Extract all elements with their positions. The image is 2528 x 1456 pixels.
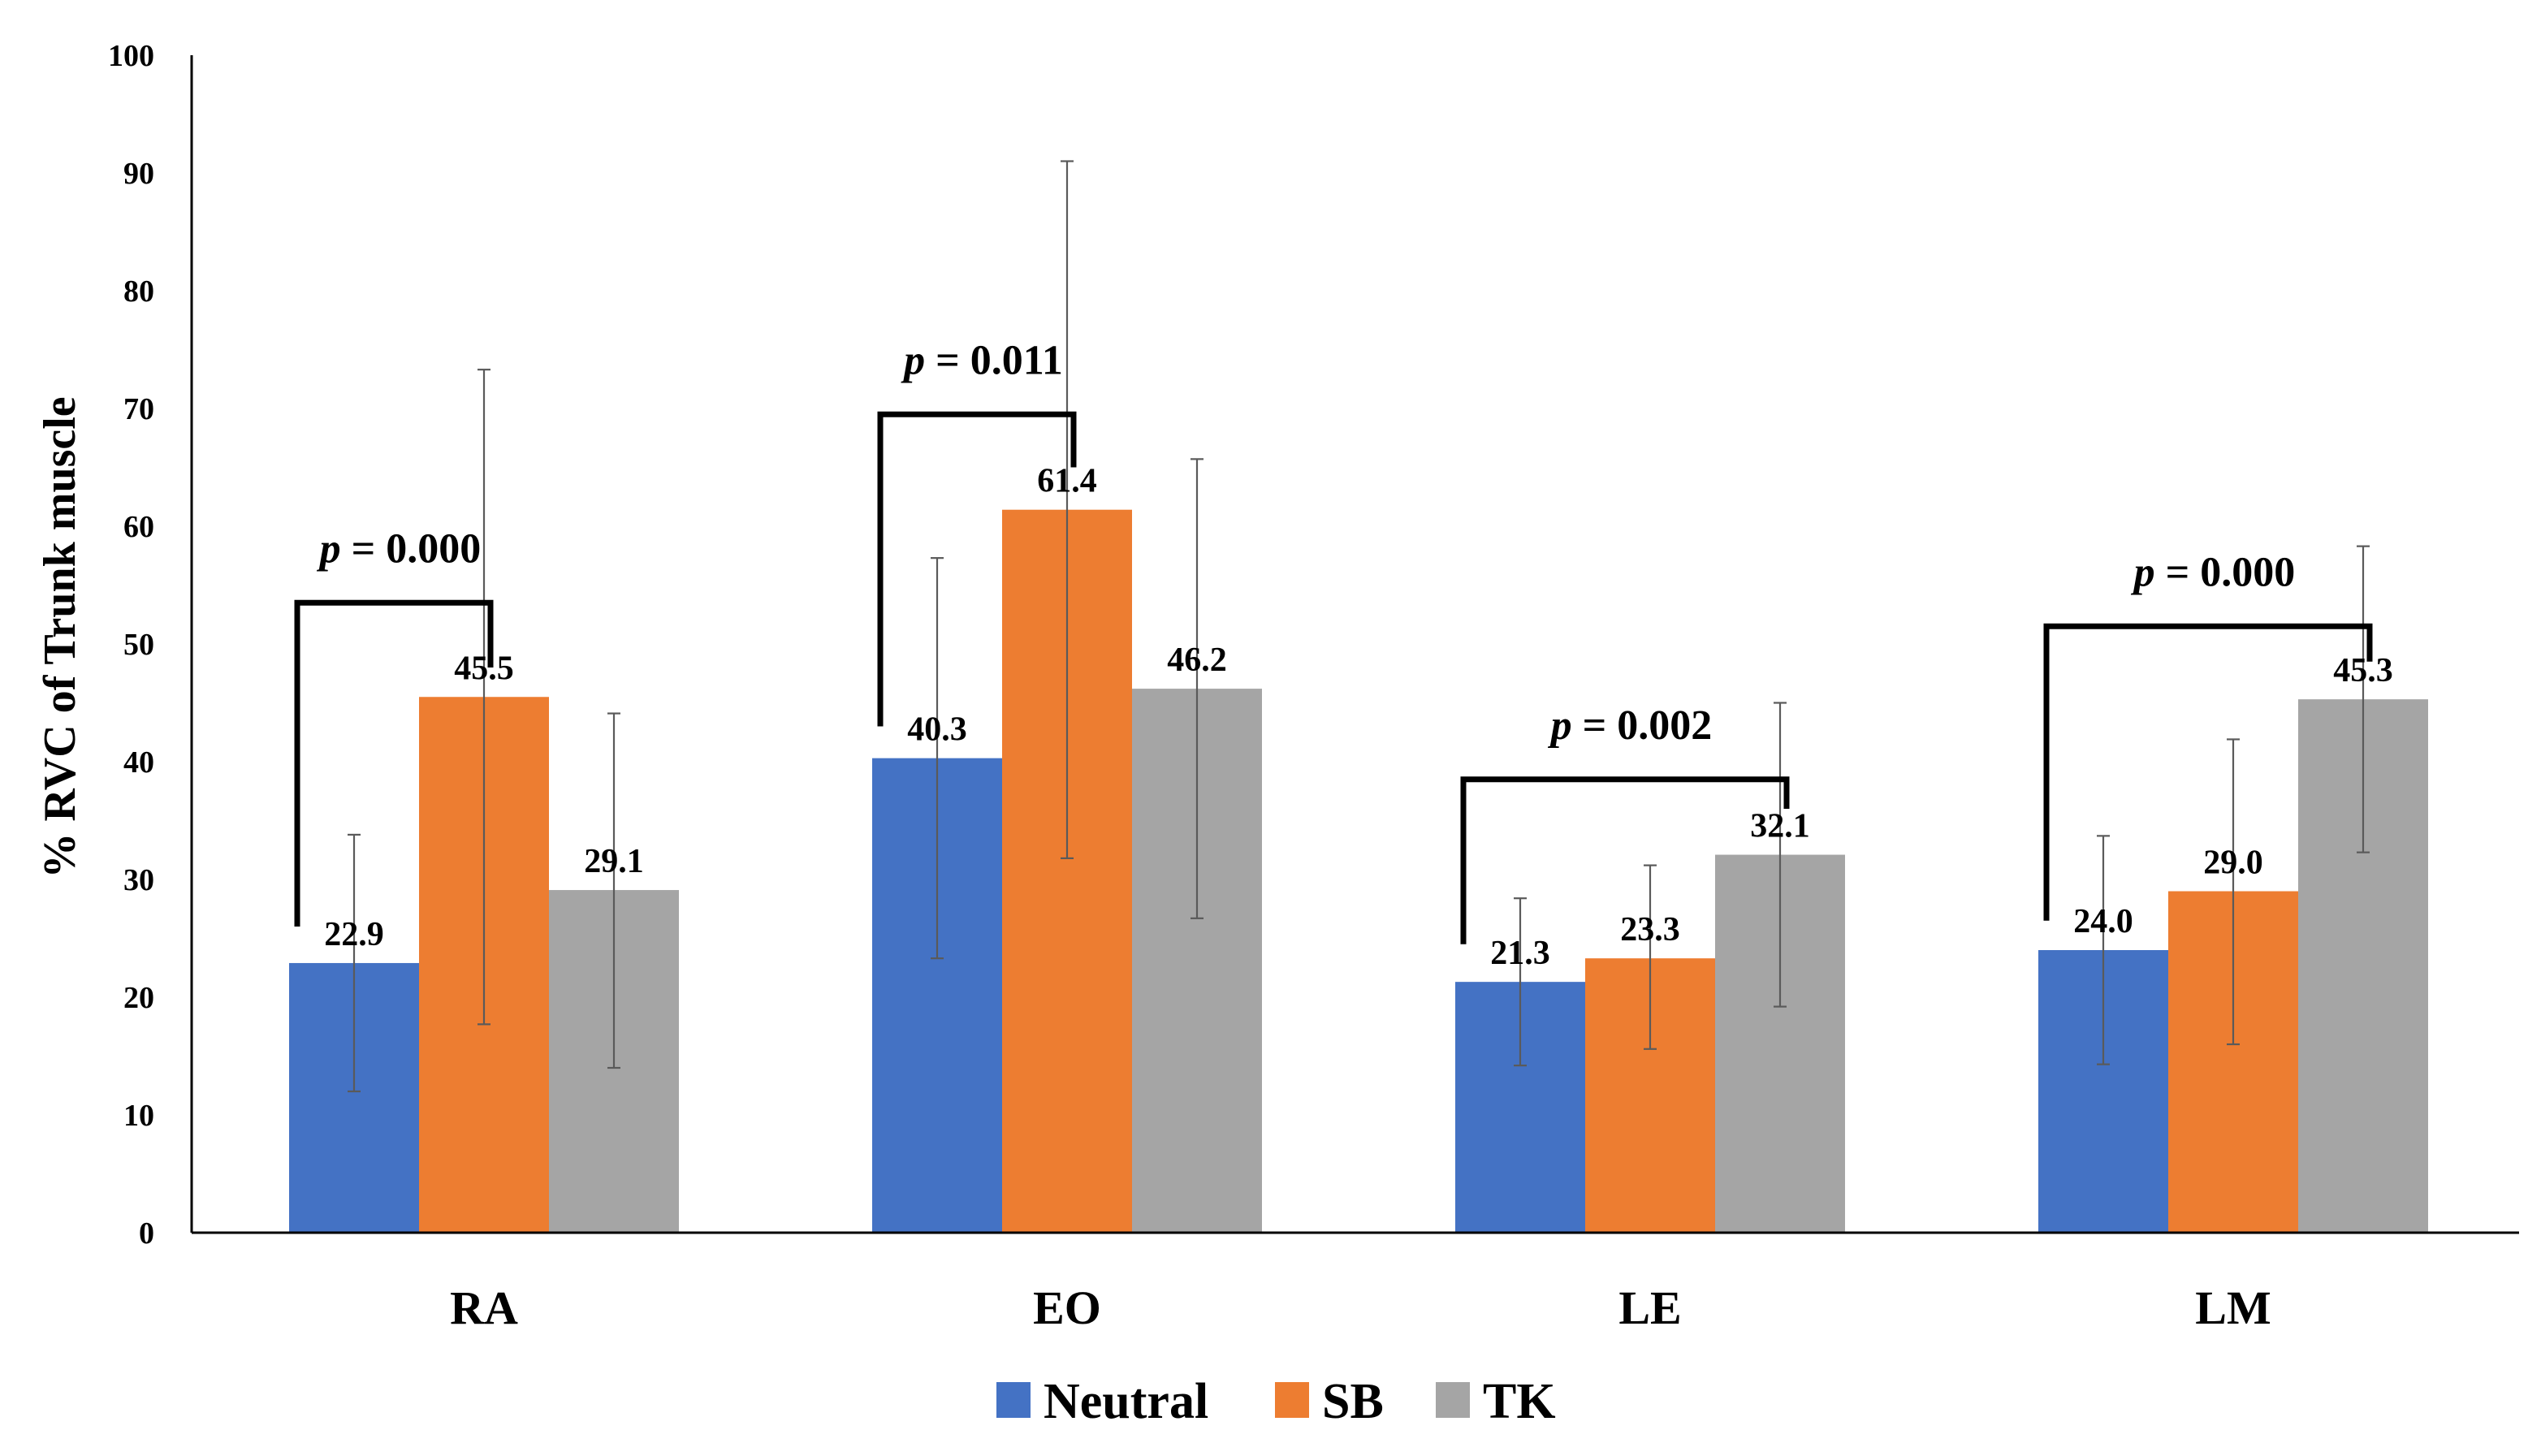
data-label: 24.0	[2073, 903, 2133, 940]
data-labels: 22.9 45.5 29.1 40.3 61.4 46.2 21.3 23.3 32.1 24.0…	[324, 463, 2393, 972]
y-tick-label: 10	[123, 1099, 154, 1133]
error-bar-eo-sb	[1061, 160, 1074, 860]
data-label: 22.9	[324, 916, 384, 953]
legend: Neutral SB TK	[996, 1374, 1556, 1429]
error-bar-eo-neutral	[931, 557, 944, 960]
p-value-label: p = 0.000	[2131, 549, 2296, 595]
significance-bracket: p = 0.000	[294, 525, 494, 927]
error-bar-ra-sb	[478, 369, 490, 1026]
x-tick-label: EO	[1033, 1281, 1101, 1334]
error-bar-lm-neutral	[2097, 835, 2110, 1065]
significance-bracket: p = 0.000	[2043, 549, 2373, 921]
error-bar-ra-tk	[607, 712, 620, 1069]
p-value-label: p = 0.002	[1548, 702, 1713, 749]
data-label: 29.0	[2203, 845, 2263, 882]
x-axis-categories: RA EO LE LM	[450, 1281, 2271, 1334]
y-tick-label: 80	[123, 274, 154, 309]
significance-brackets: p = 0.000 p = 0.011 p = 0.002 p = 0.000	[294, 337, 2373, 944]
legend-item-sb: SB	[1275, 1374, 1384, 1429]
y-tick-label: 50	[123, 628, 154, 662]
x-tick-label: LM	[2195, 1281, 2271, 1334]
y-tick-label: 0	[139, 1216, 154, 1251]
y-axis-title: % RVC of Trunk muscle	[35, 396, 85, 878]
x-tick-label: LE	[1618, 1281, 1681, 1334]
significance-bracket: p = 0.002	[1460, 702, 1790, 944]
legend-label: TK	[1483, 1374, 1556, 1429]
error-bar-le-sb	[1644, 864, 1657, 1050]
y-tick-label: 100	[108, 39, 154, 73]
error-bar-le-tk	[1774, 702, 1787, 1008]
p-value-label: p = 0.000	[317, 525, 482, 572]
x-tick-label: RA	[450, 1281, 518, 1334]
error-bar-eo-tk	[1191, 458, 1204, 919]
y-axis-ticks: 0 10 20 30 40 50 60 70 80 90 100	[108, 39, 154, 1251]
y-tick-label: 90	[123, 157, 154, 191]
legend-swatch	[1436, 1382, 1470, 1418]
p-value-label: p = 0.011	[901, 337, 1063, 383]
legend-item-tk: TK	[1436, 1374, 1556, 1429]
data-label: 21.3	[1490, 935, 1550, 972]
legend-item-neutral: Neutral	[996, 1374, 1208, 1429]
error-bar-ra-neutral	[348, 833, 361, 1093]
data-label: 46.2	[1167, 642, 1227, 679]
legend-label: Neutral	[1044, 1374, 1208, 1429]
legend-label: SB	[1322, 1374, 1384, 1429]
y-tick-label: 20	[123, 981, 154, 1015]
data-label: 45.5	[454, 650, 514, 687]
error-bar-le-neutral	[1514, 897, 1527, 1067]
data-label: 61.4	[1037, 463, 1097, 500]
legend-swatch	[1275, 1382, 1309, 1418]
y-tick-label: 30	[123, 863, 154, 897]
data-label: 45.3	[2333, 652, 2393, 689]
error-bar-lm-tk	[2357, 545, 2370, 853]
y-tick-label: 40	[123, 745, 154, 780]
y-tick-label: 70	[123, 392, 154, 426]
significance-bracket: p = 0.011	[877, 337, 1077, 727]
data-label: 29.1	[584, 843, 644, 880]
data-label: 32.1	[1750, 808, 1810, 845]
y-tick-label: 60	[123, 510, 154, 544]
error-bars	[348, 160, 2370, 1093]
error-bar-lm-sb	[2227, 738, 2240, 1046]
data-label: 23.3	[1620, 911, 1680, 948]
data-label: 40.3	[907, 711, 967, 749]
legend-swatch	[996, 1382, 1031, 1418]
